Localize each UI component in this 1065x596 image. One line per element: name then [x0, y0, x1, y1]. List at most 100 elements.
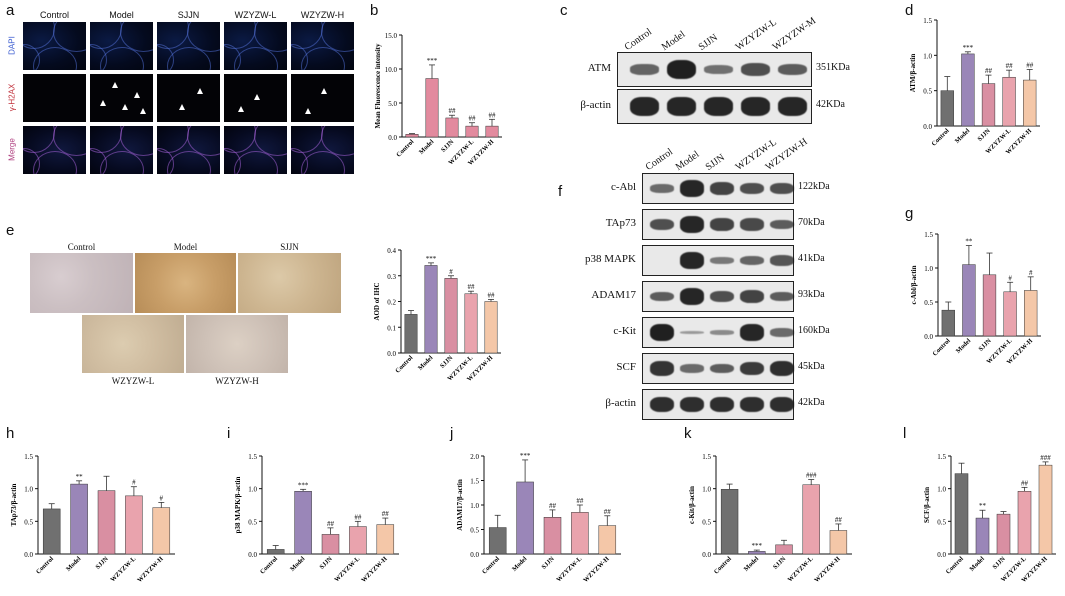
x-tick-label: Model — [968, 555, 986, 573]
y-tick-label: 1.5 — [702, 453, 711, 461]
y-tick-label: 0.0 — [388, 134, 397, 142]
y-tick-label: 1.0 — [248, 486, 257, 494]
blot-band — [650, 396, 674, 413]
blot-strip — [617, 52, 812, 87]
y-tick-label: 1.0 — [470, 502, 479, 510]
blot-band — [770, 291, 794, 302]
blot-band — [667, 97, 696, 116]
y-tick-label: 0.5 — [924, 299, 933, 307]
y-tick-label: 0.0 — [702, 551, 711, 559]
blot-strip — [642, 281, 794, 312]
blot-band — [704, 97, 733, 116]
significance-mark: *** — [963, 44, 974, 52]
x-tick-label: Model — [955, 337, 973, 355]
blot-band — [650, 218, 674, 231]
blot-protein-label: ATM — [587, 61, 611, 74]
if-micrograph — [90, 22, 153, 70]
bar — [424, 265, 438, 354]
blot-strip — [642, 317, 794, 348]
blot-strip — [642, 173, 794, 204]
y-tick-label: 0.5 — [248, 518, 257, 526]
bar — [349, 526, 367, 555]
x-tick-label: WZYZW-L — [447, 138, 475, 166]
blot-band — [740, 182, 764, 195]
significance-mark: ## — [382, 510, 390, 518]
bar — [775, 544, 793, 555]
x-tick-label: WZYZW-L — [109, 555, 137, 583]
bar — [962, 264, 976, 337]
lane-label: Control — [622, 26, 655, 53]
significance-mark: ## — [469, 115, 477, 123]
if-micrograph — [157, 74, 220, 122]
significance-mark: *** — [426, 255, 437, 263]
if-micrograph — [90, 126, 153, 174]
y-tick-label: 2.0 — [470, 453, 479, 461]
x-tick-label: Model — [289, 555, 307, 573]
significance-mark: ## — [468, 283, 476, 291]
molecular-weight-label: 122kDa — [798, 180, 830, 192]
significance-mark: ## — [985, 67, 993, 75]
bar — [42, 508, 61, 555]
blot-band — [630, 64, 659, 75]
x-tick-label: Control — [932, 337, 952, 357]
significance-mark: *** — [298, 481, 309, 489]
if-micrograph — [291, 126, 354, 174]
blot-band — [740, 324, 764, 341]
bar — [1023, 79, 1037, 127]
bar — [940, 90, 954, 127]
blot-band — [680, 364, 704, 373]
significance-mark: *** — [520, 452, 531, 460]
x-tick-label: WZYZW-L — [446, 354, 474, 382]
blot-band — [680, 288, 704, 305]
significance-mark: # — [160, 494, 164, 502]
bar — [404, 314, 418, 354]
bar — [266, 549, 285, 555]
significance-mark: ## — [327, 520, 335, 528]
arrowhead-marker — [122, 104, 128, 110]
bar — [802, 484, 820, 555]
y-tick-label: 10.0 — [385, 66, 398, 74]
y-tick-label: 1.0 — [24, 486, 33, 494]
if-row-label: γ-H2AX — [7, 83, 17, 112]
panel-label-c: c — [560, 2, 568, 19]
significance-mark: # — [449, 268, 453, 276]
molecular-weight-label: 42kDa — [798, 396, 825, 408]
ihc-micrograph — [30, 253, 133, 313]
significance-mark: ## — [576, 497, 584, 505]
if-micrograph — [224, 126, 287, 174]
blot-protein-label: TAp73 — [605, 216, 636, 229]
bar — [1003, 291, 1017, 337]
blot-band — [778, 97, 807, 116]
bar — [1017, 491, 1032, 555]
bar — [97, 490, 116, 555]
y-axis-title: AOD of IHC — [373, 282, 381, 320]
blot-band — [680, 396, 704, 413]
blot-band — [680, 180, 704, 197]
x-tick-label: SJJN — [976, 127, 992, 143]
ihc-image-label: WZYZW-H — [215, 376, 259, 386]
blot-protein-label: β-actin — [580, 98, 611, 111]
significance-mark: ## — [604, 508, 612, 516]
bar — [464, 293, 478, 354]
lane-label: SJJN — [703, 152, 727, 173]
panel-label-f: f — [558, 183, 563, 200]
arrowhead-marker — [134, 92, 140, 98]
significance-mark: ## — [1021, 479, 1029, 487]
if-micrograph — [23, 126, 86, 174]
blot-band — [778, 63, 807, 76]
y-tick-label: 0.0 — [24, 551, 33, 559]
x-tick-label: WZYZW-H — [1020, 555, 1049, 584]
arrowhead-marker — [112, 82, 118, 88]
bar — [954, 473, 969, 555]
y-tick-label: 1.5 — [470, 478, 479, 486]
significance-mark: ### — [1040, 454, 1051, 462]
blot-band — [741, 97, 770, 116]
x-tick-label: Control — [945, 555, 965, 575]
x-tick-label: WZYZW-H — [1005, 127, 1034, 156]
if-row-label: DAPI — [7, 36, 17, 55]
significance-mark: ## — [449, 107, 457, 115]
if-micrograph — [291, 22, 354, 70]
bar — [1002, 76, 1016, 127]
if-micrograph — [291, 74, 354, 122]
ihc-image-label: WZYZW-L — [111, 376, 155, 386]
